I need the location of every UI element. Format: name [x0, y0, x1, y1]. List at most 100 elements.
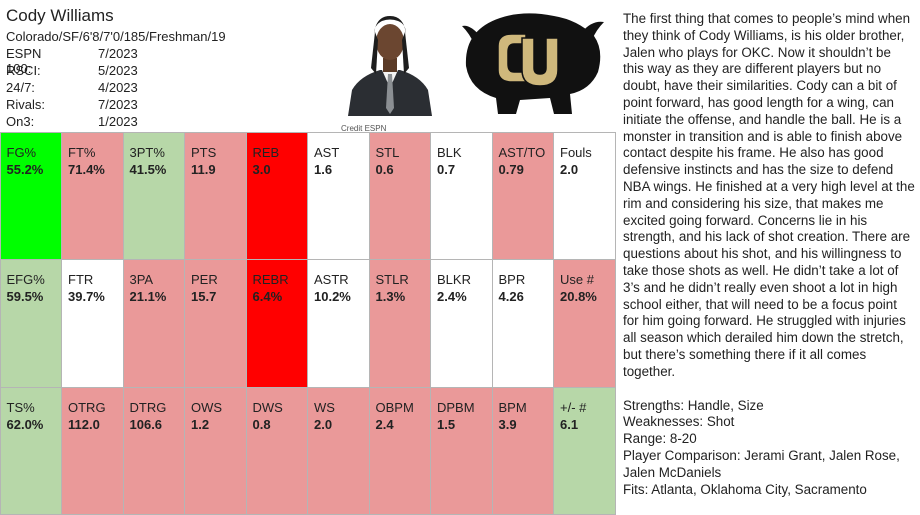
stat-cell-dtrg: DTRG 106.6 — [122, 386, 185, 515]
stat-cell-fouls: Fouls 2.0 — [553, 131, 616, 261]
stat-value: 112.0 — [68, 416, 100, 432]
stat-label: WS — [314, 399, 335, 415]
colorado-buffaloes-logo — [462, 13, 604, 114]
stat-cell-otrg: OTRG 112.0 — [61, 386, 124, 515]
stat-value: 106.6 — [129, 416, 163, 432]
scouting-paragraph: The first thing that comes to people’s m… — [623, 11, 915, 379]
stat-cell-fg-pct: FG% 55.2% — [0, 131, 62, 261]
stat-label: BPR — [498, 272, 526, 288]
ranking-value: 7/2023 — [98, 46, 138, 61]
stat-label: FT% — [68, 144, 96, 160]
stat-label: BLKR — [437, 272, 471, 288]
stat-cell-dpbm: DPBM 1.5 — [430, 386, 493, 515]
stat-label: FTR — [68, 272, 94, 288]
stat-cell-ast-to: AST/TO 0.79 — [491, 131, 554, 261]
ranking-value: 7/2023 — [98, 97, 138, 112]
ranking-value: 4/2023 — [98, 80, 138, 95]
stat-label: BPM — [498, 399, 527, 415]
weaknesses-line: Weaknesses: Shot — [623, 414, 735, 430]
stat-value: 2.4% — [437, 289, 467, 305]
stat-label: STL — [375, 144, 400, 160]
stat-value: 3.9 — [498, 416, 517, 432]
stat-cell-obpm: OBPM 2.4 — [368, 386, 431, 515]
stat-label: PTS — [191, 144, 217, 160]
stat-label: Use # — [560, 272, 594, 288]
stat-value: 10.2% — [314, 289, 351, 305]
ranking-value: 5/2023 — [98, 63, 138, 78]
photo-credit: Credit ESPN — [341, 124, 387, 133]
ranking-label: RSCI: — [6, 63, 41, 78]
stat-cell-ft-pct: FT% 71.4% — [61, 131, 124, 261]
range-line: Range: 8-20 — [623, 431, 697, 447]
stat-value: 15.7 — [191, 289, 217, 305]
stat-value: 0.7 — [437, 161, 456, 177]
stat-value: 0.79 — [498, 161, 524, 177]
stat-value: 1.5 — [437, 416, 456, 432]
scouting-report: The first thing that comes to people’s m… — [623, 11, 915, 498]
stat-label: AST — [314, 144, 340, 160]
stat-label: 3PT% — [129, 144, 165, 160]
stats-grid: FG% 55.2% FT% 71.4% 3PT% 41.5% PTS 11.9 REB 3… — [0, 131, 616, 515]
stat-cell-3pa: 3PA 21.1% — [122, 259, 185, 388]
stat-cell-rebr: REBR 6.4% — [245, 259, 308, 388]
stat-label: DWS — [252, 399, 283, 415]
stat-value: 1.6 — [314, 161, 333, 177]
stat-label: PER — [191, 272, 218, 288]
stat-value: 6.4% — [252, 289, 283, 305]
stat-label: OTRG — [68, 399, 106, 415]
stat-cell-ts-pct: TS% 62.0% — [0, 386, 62, 515]
ranking-label: 24/7: — [6, 80, 35, 95]
stat-label: TS% — [6, 399, 35, 415]
stat-cell-per: PER 15.7 — [184, 259, 247, 388]
stat-value: 20.8% — [560, 289, 597, 305]
stat-value: 62.0% — [6, 416, 44, 432]
stat-label: DPBM — [437, 399, 475, 415]
stat-cell-bpr: BPR 4.26 — [491, 259, 554, 388]
stat-label: ASTR — [314, 272, 349, 288]
stat-value: 1.3% — [375, 289, 406, 305]
stat-label: REBR — [252, 272, 289, 288]
stat-value: 0.8 — [252, 416, 271, 432]
stat-label: Fouls — [560, 144, 592, 160]
stat-label: BLK — [437, 144, 462, 160]
ranking-value: 1/2023 — [98, 114, 138, 129]
stat-value: 2.4 — [375, 416, 394, 432]
stat-cell-efg-pct: EFG% 59.5% — [0, 259, 62, 388]
player-header: Cody Williams Colorado/SF/6'8/7'0/185/Fr… — [0, 0, 615, 133]
stat-value: 11.9 — [191, 161, 216, 177]
stat-cell-bpm: BPM 3.9 — [491, 386, 554, 515]
stat-value: 71.4% — [68, 161, 105, 177]
stat-cell-astr: ASTR 10.2% — [307, 259, 370, 388]
stat-cell-plus-minus: +/- #6.1 — [553, 386, 616, 515]
stat-label: REB — [252, 144, 280, 160]
stat-cell-dws: DWS 0.8 — [245, 386, 308, 515]
stat-value: 3.0 — [252, 161, 271, 177]
stat-cell-ws: WS 2.0 — [307, 386, 370, 515]
ranking-label: ESPN 100: — [6, 46, 42, 76]
stat-cell-stl: STL 0.6 — [368, 131, 431, 261]
player-name: Cody Williams — [6, 6, 114, 25]
stat-value: 4.26 — [498, 289, 524, 305]
stat-label: AST/TO — [498, 144, 546, 160]
fits-line: Fits: Atlanta, Oklahoma City, Sacramento — [623, 481, 867, 497]
stat-label: OWS — [191, 399, 223, 415]
stat-cell-reb: REB 3.0 — [245, 131, 308, 261]
stat-value: 21.1% — [129, 289, 167, 305]
stat-label: OBPM — [375, 399, 414, 415]
stat-cell-pts: PTS 11.9 — [184, 131, 247, 261]
player-bio: Colorado/SF/6'8/7'0/185/Freshman/19 — [6, 29, 226, 44]
stat-cell-blkr: BLKR 2.4% — [430, 259, 493, 388]
ranking-label: Rivals: — [6, 97, 46, 112]
strengths-line: Strengths: Handle, Size — [623, 397, 764, 413]
stat-cell-3pt-pct: 3PT% 41.5% — [122, 131, 185, 261]
stat-value: 6.1 — [560, 416, 579, 432]
stat-cell-ftr: FTR 39.7% — [61, 259, 124, 388]
ranking-label: On3: — [6, 114, 35, 129]
stat-label: DTRG — [129, 399, 167, 415]
stat-cell-use: Use #20.8% — [553, 259, 616, 388]
stat-cell-stlr: STLR 1.3% — [368, 259, 431, 388]
stat-value: 55.2% — [6, 161, 44, 177]
stat-label: EFG% — [6, 272, 45, 288]
stat-label: +/- # — [560, 399, 587, 415]
stat-cell-blk: BLK 0.7 — [430, 131, 493, 261]
